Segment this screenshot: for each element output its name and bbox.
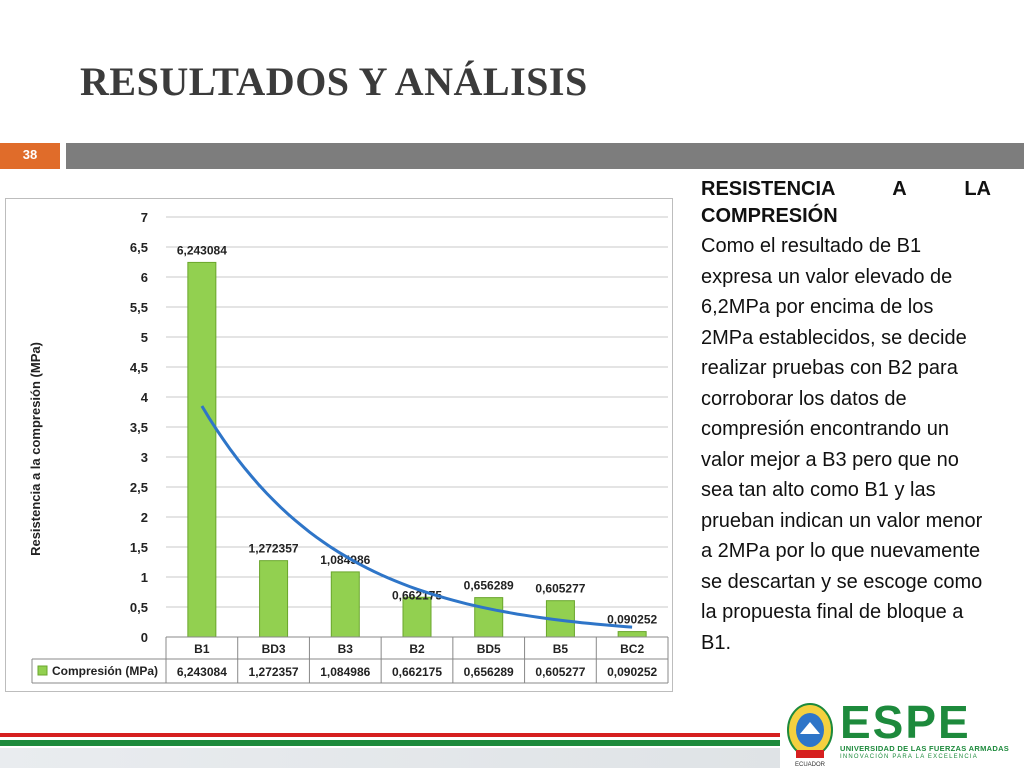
trendline	[200, 405, 633, 629]
bars	[187, 261, 647, 638]
bar-b2	[402, 596, 432, 638]
table-value: 1,272357	[249, 665, 299, 679]
legend-series-name: Compresión (MPa)	[52, 664, 158, 678]
y-tick-label: 5	[141, 330, 148, 345]
y-tick-label: 0	[141, 630, 148, 645]
y-tick-label: 2	[141, 510, 148, 525]
table-value: 6,243084	[177, 665, 227, 679]
x-category-label: B3	[338, 642, 354, 656]
section-heading-line1: RESISTENCIA A LA	[701, 178, 991, 200]
y-axis-ticks: 0 0,5 1 1,5 2 2,5 3 3,5 4 4,5 5 5,5 6 6,5 7	[130, 210, 149, 645]
y-tick-label: 2,5	[130, 480, 148, 495]
y-tick-label: 1	[141, 570, 148, 585]
page-title: RESULTADOS Y ANÁLISIS	[80, 59, 588, 104]
espe-logo: ECUADOR ESPE UNIVERSIDAD DE LAS FUERZAS …	[780, 698, 1024, 768]
y-tick-label: 6,5	[130, 240, 148, 255]
analysis-paragraph: Como el resultado de B1 expresa un valor…	[701, 235, 983, 654]
y-tick-label: 1,5	[130, 540, 148, 555]
y-axis-label: Resistencia a la compresión (MPa)	[28, 342, 43, 556]
footer-red-stripe	[0, 733, 780, 737]
bar-bd5	[474, 597, 504, 638]
chart-frame: 0 0,5 1 1,5 2 2,5 3 3,5 4 4,5 5 5,5 6 6,5 7 6,243084 1,…	[5, 198, 673, 692]
y-tick-label: 4,5	[130, 360, 148, 375]
x-category-label: BC2	[620, 642, 644, 656]
logo-subtitle: UNIVERSIDAD DE LAS FUERZAS ARMADAS	[840, 744, 1010, 753]
y-tick-label: 5,5	[130, 300, 148, 315]
table-value: 1,084986	[320, 665, 370, 679]
data-label: 1,272357	[249, 542, 299, 556]
table-value: 0,605277	[535, 665, 585, 679]
data-label: 0,090252	[607, 613, 657, 627]
footer-green-stripe	[0, 740, 780, 746]
y-tick-label: 6	[141, 270, 148, 285]
table-value: 0,662175	[392, 665, 442, 679]
y-tick-label: 4	[141, 390, 149, 405]
y-tick-label: 3,5	[130, 420, 148, 435]
bar-bc2	[617, 631, 647, 638]
data-table: B1 6,243084 BD3 1,272357 B3 1,084986 B2 0,66217…	[31, 636, 669, 684]
legend-swatch	[37, 665, 48, 676]
y-tick-label: 7	[141, 210, 148, 225]
section-heading-line2: COMPRESIÓN	[701, 205, 838, 227]
x-category-label: B1	[194, 642, 210, 656]
crest-icon: ECUADOR	[787, 703, 833, 768]
table-value: 0,656289	[464, 665, 514, 679]
x-category-label: BD5	[477, 642, 501, 656]
data-label: 0,656289	[464, 579, 514, 593]
x-category-label: B2	[409, 642, 425, 656]
x-category-label: B5	[553, 642, 569, 656]
logo-tagline: INNOVACIÓN PARA LA EXCELENCIA	[840, 754, 978, 760]
data-label: 6,243084	[177, 243, 227, 257]
compression-bar-chart: 0 0,5 1 1,5 2 2,5 3 3,5 4 4,5 5 5,5 6 6,5 7 6,243084 1,…	[28, 210, 669, 684]
data-labels: 6,2430841,2723571,0849860,6621750,656289…	[177, 243, 658, 626]
bar-b3	[330, 571, 360, 638]
table-value: 0,090252	[607, 665, 657, 679]
logo-wordmark: ESPE	[840, 696, 971, 748]
bar-bd3	[259, 560, 289, 638]
y-tick-label: 3	[141, 450, 148, 465]
footer-band	[0, 748, 780, 768]
y-tick-label: 0,5	[130, 600, 148, 615]
data-label: 0,605277	[535, 582, 585, 596]
slide-number-badge: 38	[0, 143, 60, 169]
crest-label: ECUADOR	[795, 762, 826, 768]
gridlines	[166, 216, 668, 638]
bar-b1	[187, 261, 217, 638]
x-category-label: BD3	[262, 642, 286, 656]
text-panel: RESISTENCIA A LA COMPRESIÓN Como el resu…	[701, 176, 991, 658]
data-label: 0,662175	[392, 588, 442, 602]
header-divider-bar	[66, 143, 1024, 169]
